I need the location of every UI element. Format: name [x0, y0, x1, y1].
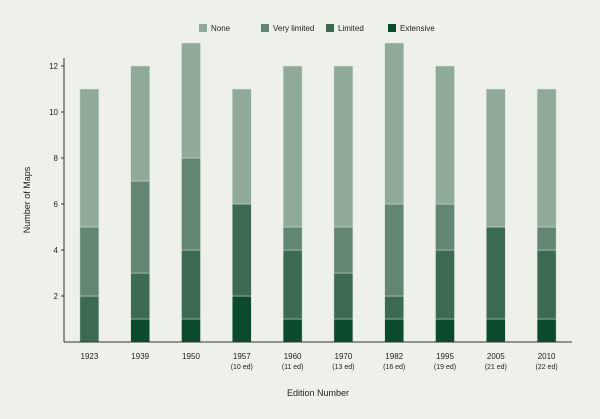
- bar-segment-limited-1923: [79, 295, 100, 343]
- legend-label: Very limited: [273, 24, 314, 33]
- x-tick-sublabel: (21 ed): [485, 364, 507, 371]
- bar-segment-limited-1982: [384, 295, 404, 320]
- bar-segment-extensive-1957: [232, 295, 252, 343]
- bar-segment-extensive-1982: [384, 318, 404, 343]
- legend-swatch-very-limited: [261, 24, 269, 32]
- bar-segment-very-limited-1982: [384, 203, 404, 297]
- bar-segment-very-limited-1939: [130, 180, 150, 274]
- x-tick-label: 1939: [131, 352, 149, 361]
- bar-segment-limited-1950: [181, 249, 201, 320]
- x-tick-label: 2005: [487, 352, 505, 361]
- legend-label: None: [211, 24, 231, 33]
- bars: [79, 42, 557, 343]
- x-tick-sublabel: (22 ed): [536, 364, 558, 371]
- bar-segment-none-1950: [181, 42, 201, 159]
- x-tick-label: 1950: [182, 352, 200, 361]
- x-axis-title: Edition Number: [287, 388, 349, 398]
- bar-segment-extensive-1995: [435, 318, 455, 343]
- x-tick-label: 2010: [538, 352, 556, 361]
- bar-segment-extensive-2010: [536, 318, 557, 343]
- bar-segment-none-1970: [333, 65, 354, 228]
- axes: [63, 58, 572, 343]
- y-tick-label: 6: [54, 200, 59, 209]
- bar-segment-extensive-1939: [130, 318, 150, 343]
- y-tick-label: 4: [54, 246, 59, 255]
- y-ticks: 2 4 6 8 10 12: [49, 62, 64, 301]
- bar-segment-very-limited-1970: [333, 226, 354, 274]
- y-tick-label: 10: [49, 108, 58, 117]
- legend: None Very limited Limited Extensive: [199, 24, 435, 33]
- x-tick-label: 1995: [436, 352, 454, 361]
- legend-label: Limited: [338, 24, 364, 33]
- bar-segment-extensive-1970: [333, 318, 354, 343]
- bar-segment-none-1923: [79, 88, 100, 228]
- x-tick-sublabel: (10 ed): [231, 364, 253, 371]
- legend-swatch-extensive: [388, 24, 396, 32]
- y-axis-title: Number of Maps: [22, 166, 32, 233]
- x-tick-label: 1957: [233, 352, 251, 361]
- y-tick-label: 8: [54, 154, 59, 163]
- bar-segment-limited-1960: [282, 249, 303, 320]
- bar-segment-limited-2010: [536, 249, 557, 320]
- x-tick-label: 1970: [335, 352, 353, 361]
- bar-segment-very-limited-1950: [181, 157, 201, 251]
- bar-segment-very-limited-1995: [435, 203, 455, 251]
- bar-segment-none-2005: [486, 88, 506, 228]
- legend-label: Extensive: [400, 24, 435, 33]
- bar-segment-extensive-2005: [486, 318, 506, 343]
- y-tick-label: 12: [49, 62, 58, 71]
- bar-segment-none-2010: [536, 88, 557, 228]
- bar-segment-limited-1970: [333, 272, 354, 320]
- x-tick-sublabel: (13 ed): [332, 364, 354, 371]
- x-tick-sublabel: (19 ed): [434, 364, 456, 371]
- bar-segment-limited-1995: [435, 249, 455, 320]
- legend-swatch-limited: [326, 24, 334, 32]
- bar-segment-extensive-1950: [181, 318, 201, 343]
- y-tick-label: 2: [54, 292, 59, 301]
- bar-segment-limited-1957: [232, 203, 252, 297]
- bar-segment-extensive-1960: [282, 318, 303, 343]
- bar-segment-very-limited-2010: [536, 226, 557, 251]
- bar-segment-very-limited-1960: [282, 226, 303, 251]
- x-tick-label: 1923: [81, 352, 99, 361]
- x-tick-sublabel: (16 ed): [383, 364, 405, 371]
- x-tick-label: 1982: [385, 352, 403, 361]
- bar-segment-none-1995: [435, 65, 455, 205]
- bar-segment-none-1939: [130, 65, 150, 182]
- x-tick-label: 1960: [284, 352, 302, 361]
- bar-segment-none-1960: [282, 65, 303, 228]
- bar-segment-none-1957: [232, 88, 252, 205]
- x-tick-sublabel: (11 ed): [282, 364, 304, 371]
- bar-segment-limited-2005: [486, 226, 506, 320]
- bar-segment-very-limited-1923: [79, 226, 100, 297]
- legend-swatch-none: [199, 24, 207, 32]
- x-ticks: 1923 1939 1950 1957 (10 ed) 1960 (11 ed) 1970 (1…: [81, 352, 558, 371]
- bar-segment-none-1982: [384, 42, 404, 205]
- bar-segment-limited-1939: [130, 272, 150, 320]
